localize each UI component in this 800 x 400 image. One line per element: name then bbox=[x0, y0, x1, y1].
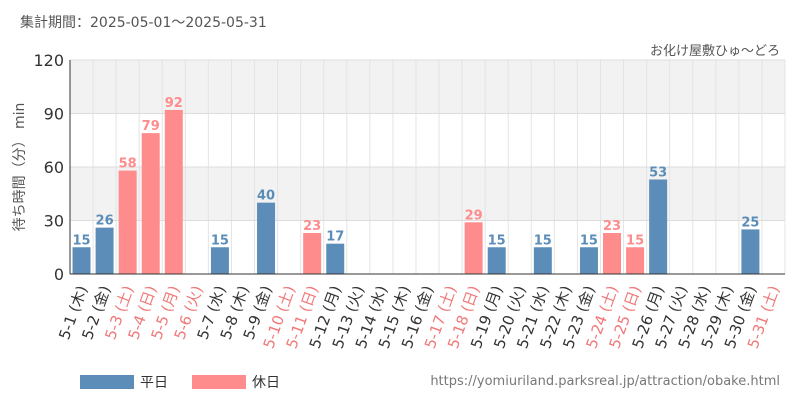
bar-9 bbox=[257, 202, 276, 274]
bar-4 bbox=[141, 133, 160, 274]
bar-7 bbox=[210, 247, 229, 274]
y-tick-label: 30 bbox=[44, 212, 64, 231]
y-tick-label: 90 bbox=[44, 105, 64, 124]
bar-30 bbox=[741, 229, 760, 274]
legend-label-weekday: 平日 bbox=[140, 375, 168, 391]
attraction-name: お化け屋敷ひゅ～どろ bbox=[649, 44, 780, 59]
data-label: 15 bbox=[580, 233, 598, 248]
data-label: 15 bbox=[211, 233, 229, 248]
bar-21 bbox=[533, 247, 552, 274]
data-label: 58 bbox=[119, 157, 137, 172]
period-label: 集計期間：2025-05-01～2025-05-31 bbox=[20, 15, 267, 31]
legend-item-holiday: 休日 bbox=[192, 372, 280, 392]
data-label: 23 bbox=[603, 219, 621, 234]
bar-11 bbox=[303, 232, 322, 274]
data-label: 92 bbox=[165, 96, 183, 111]
data-label: 17 bbox=[326, 230, 344, 245]
bar-3 bbox=[118, 170, 137, 274]
bar-23 bbox=[579, 247, 598, 274]
bar-5 bbox=[164, 109, 183, 274]
source-url: https://yomiuriland.parksreal.jp/attract… bbox=[430, 374, 780, 389]
bar-2 bbox=[95, 227, 114, 274]
y-tick-label: 120 bbox=[33, 51, 64, 70]
bar-18 bbox=[464, 222, 483, 274]
data-label: 23 bbox=[303, 219, 321, 234]
data-label: 79 bbox=[142, 119, 160, 134]
y-tick-label: 0 bbox=[54, 265, 64, 284]
data-label: 53 bbox=[649, 165, 667, 180]
bar-26 bbox=[649, 179, 668, 274]
plot-band-top bbox=[70, 60, 785, 114]
y-axis-label: 待ち時間（分） min bbox=[12, 103, 28, 232]
data-label: 15 bbox=[626, 233, 644, 248]
bar-1 bbox=[72, 247, 91, 274]
data-label: 26 bbox=[96, 214, 114, 229]
data-label: 25 bbox=[741, 215, 759, 230]
legend-label-holiday: 休日 bbox=[252, 375, 280, 391]
bar-12 bbox=[326, 243, 345, 274]
data-label: 15 bbox=[72, 233, 90, 248]
data-label: 15 bbox=[534, 233, 552, 248]
legend-swatch-holiday bbox=[192, 375, 246, 389]
data-label: 15 bbox=[488, 233, 506, 248]
legend-swatch-weekday bbox=[80, 375, 134, 389]
bar-24 bbox=[603, 232, 622, 274]
y-tick-label: 60 bbox=[44, 158, 64, 177]
bar-19 bbox=[487, 247, 506, 274]
data-label: 29 bbox=[465, 208, 483, 223]
legend-item-weekday: 平日 bbox=[80, 372, 168, 392]
data-label: 40 bbox=[257, 189, 275, 204]
bar-25 bbox=[626, 247, 645, 274]
legend: 平日 休日 bbox=[80, 372, 280, 392]
